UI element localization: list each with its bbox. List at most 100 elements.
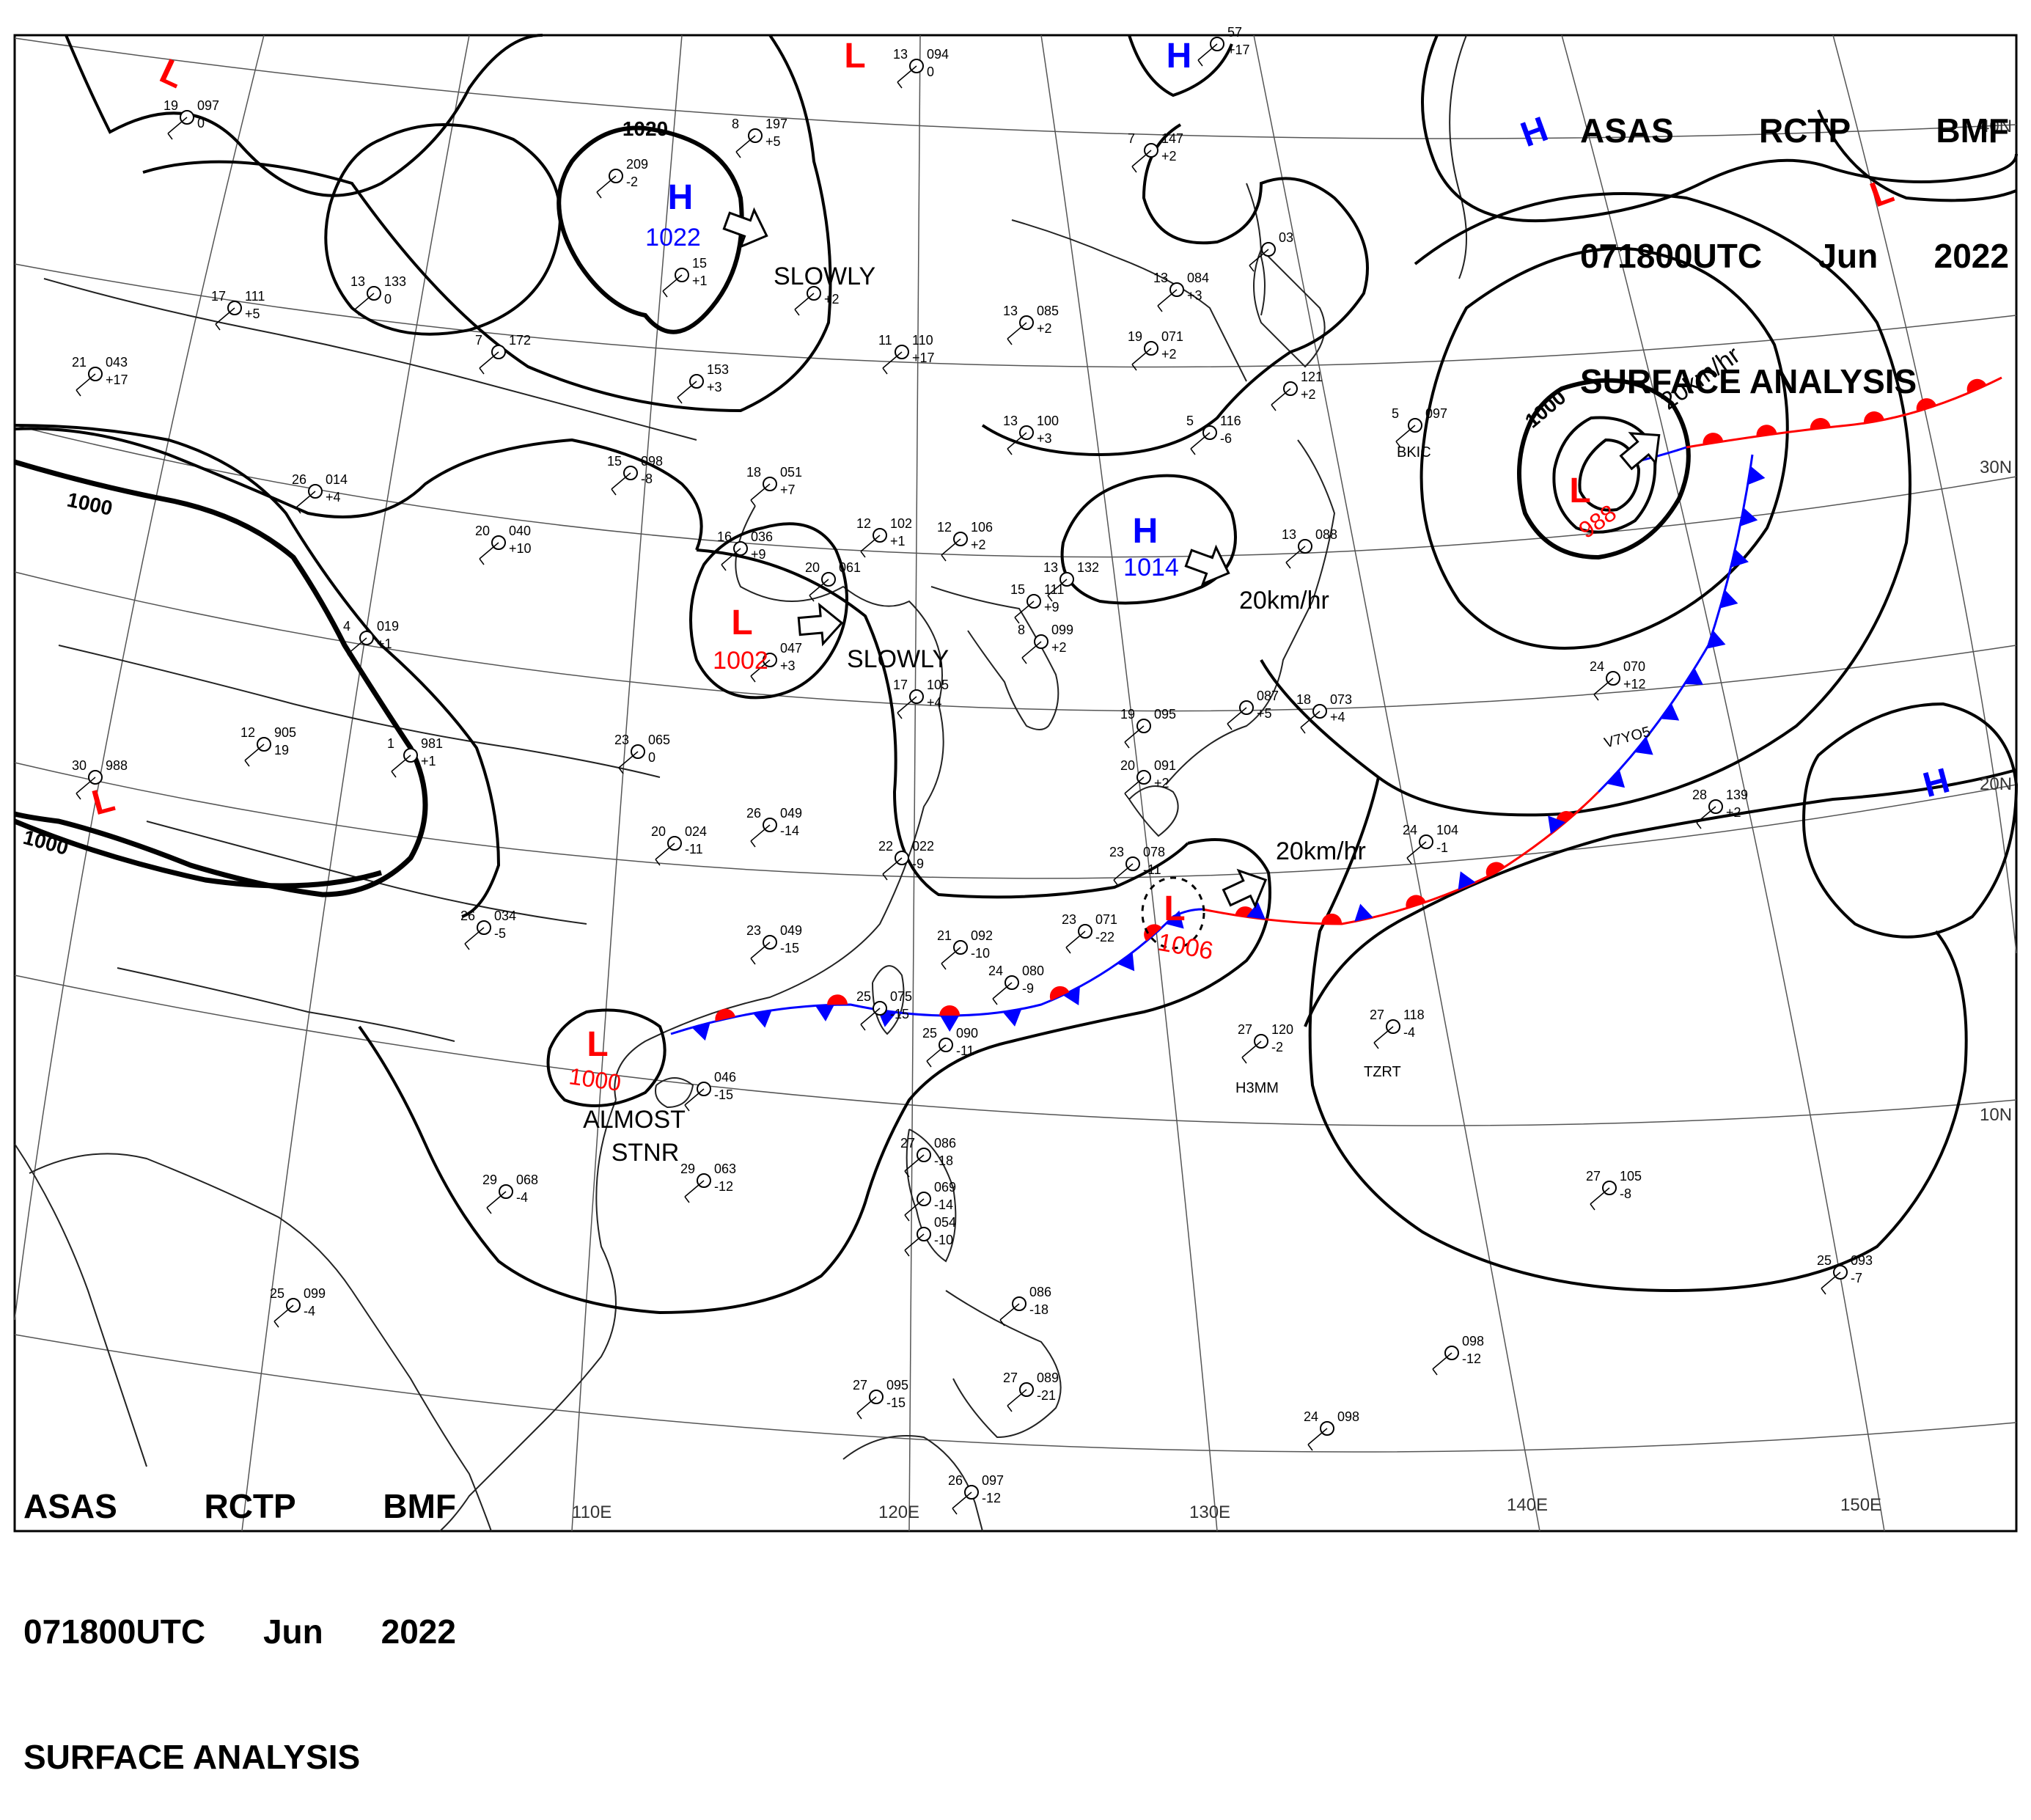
warm-front-semicircle-icon <box>1144 924 1162 942</box>
cold-front-triangle-icon <box>1002 1009 1022 1027</box>
station-temperature: 20 <box>475 524 490 538</box>
cold-front-triangle-icon <box>940 1015 960 1032</box>
header-station: RCTP <box>204 1487 296 1525</box>
station-plot: 046-15 <box>684 1070 736 1112</box>
station-pressure: 054 <box>934 1215 956 1230</box>
lon-line-90e <box>14 34 265 1321</box>
low-center-letter: L <box>731 603 752 642</box>
station-plot: 27 086 -18 <box>900 1136 956 1178</box>
station-pressure: 098 <box>641 454 663 469</box>
motion-label: 20km/hr <box>1276 837 1366 865</box>
warm-front-semicircle-icon <box>939 1005 961 1016</box>
station-temperature: 7 <box>475 333 482 348</box>
wind-barb-icon <box>1014 601 1035 624</box>
station-temperature: 19 <box>164 98 178 113</box>
station-pressure: 098 <box>1462 1334 1484 1349</box>
surface-analysis-map: 1020 1000 1000 1000 19 097 0 8 197 +5 13 094 0 57… <box>13 25 2019 1776</box>
station-tendency: -15 <box>780 941 799 955</box>
isobar-cyclone-1000 <box>1517 378 1691 560</box>
station-plot: 16 036 +9 <box>717 529 773 571</box>
station-plot: 19 097 0 <box>164 98 219 140</box>
station-plot: 21 092 -10 <box>937 928 993 970</box>
philippines-luzon <box>906 1129 957 1263</box>
station-temperature: 26 <box>948 1473 963 1488</box>
wind-barb-icon <box>655 843 675 866</box>
station-temperature: 27 <box>900 1136 915 1151</box>
sakhalin <box>1246 183 1266 316</box>
station-temperature: 8 <box>732 117 739 131</box>
station-pressure: 099 <box>1051 623 1073 637</box>
station-pressure: 104 <box>1436 823 1458 837</box>
lat-line-0 <box>14 1334 2017 1453</box>
station-tendency: 19 <box>274 743 289 757</box>
station-tendency: -8 <box>1620 1186 1631 1201</box>
station-pressure: 046 <box>714 1070 736 1085</box>
header-year: 2022 <box>1933 237 2009 275</box>
cold-front-triangle-icon <box>691 1022 710 1041</box>
himalaya-line <box>117 967 455 1042</box>
station-plot: 20 024 -11 <box>651 824 707 866</box>
cold-front-triangle-icon <box>1117 952 1135 972</box>
station-temperature: 12 <box>856 516 871 531</box>
station-temperature: 28 <box>1692 788 1707 802</box>
station-pressure: 981 <box>421 736 443 751</box>
station-temperature: 20 <box>805 560 820 575</box>
station-plot: 27 118 -4 <box>1370 1008 1425 1049</box>
station-tendency: +2 <box>824 292 840 307</box>
station-tendency: -11 <box>1143 862 1161 877</box>
wind-barb-icon <box>347 637 367 661</box>
lon-label: 140E <box>1507 1495 1548 1515</box>
station-temperature: 13 <box>893 47 908 62</box>
station-tendency: +17 <box>106 373 128 387</box>
station-tendency: 0 <box>648 750 655 765</box>
header-month: Jun <box>1818 237 1878 275</box>
lat-line-30n <box>14 425 2017 558</box>
station-temperature: 15 <box>1010 582 1025 597</box>
station-pressure: 097 <box>1425 406 1447 421</box>
wind-barb-icon <box>904 1198 925 1222</box>
station-pressure: 049 <box>780 923 802 938</box>
warm-front-semicircle-icon <box>1756 425 1777 437</box>
wind-barb-icon <box>167 117 188 140</box>
wind-barb-icon <box>1373 1026 1394 1049</box>
station-plot: 26 034 -5 <box>460 909 516 950</box>
station-temperature: 13 <box>1003 304 1018 318</box>
wind-barb-icon <box>1271 388 1291 411</box>
station-tendency: -9 <box>912 856 924 871</box>
station-plot: 30 988 <box>72 758 128 800</box>
motion-arrow-icon <box>1222 868 1268 909</box>
station-tendency: -15 <box>886 1395 906 1410</box>
hainan <box>655 1077 694 1109</box>
station-plot: 57+17 <box>1197 25 1250 67</box>
station-plot: 27 095 -15 <box>853 1378 908 1420</box>
warm-front-semicircle-icon <box>1321 913 1343 925</box>
wind-barb-icon <box>479 351 499 375</box>
lon-line-110e <box>571 34 683 1532</box>
header-station: RCTP <box>1758 111 1851 150</box>
malay-peninsula <box>351 1290 492 1532</box>
station-plot: 8 099 +2 <box>1018 623 1073 664</box>
wind-barb-icon <box>244 744 265 767</box>
station-pressure: 047 <box>780 641 802 656</box>
station-tendency: -11 <box>685 842 703 856</box>
cold-front-triangle-icon <box>1165 910 1184 929</box>
lat-label: 30N <box>1980 458 2012 477</box>
station-tendency: -9 <box>1022 981 1034 996</box>
lon-label: 110E <box>572 1502 611 1522</box>
station-plot: 086-18 <box>999 1285 1051 1327</box>
station-pressure: 105 <box>1620 1169 1642 1184</box>
station-plot: 19 071 +2 <box>1128 329 1183 371</box>
station-temperature: 25 <box>1817 1253 1832 1268</box>
header-row-1: ASAS RCTP BMF <box>23 1486 456 1527</box>
motion-arrow-icon <box>797 602 844 647</box>
cold-front-triangle-icon <box>1246 902 1266 920</box>
motion-label: 20km/hr <box>1239 587 1329 614</box>
wind-barb-icon <box>1197 43 1218 67</box>
wind-barb-icon <box>1590 1187 1610 1211</box>
wind-barb-icon <box>860 535 881 558</box>
station-plot: 24 104 -1 <box>1403 823 1458 865</box>
station-temperature: 12 <box>240 725 255 740</box>
high-center-letter: H <box>1133 512 1158 551</box>
wind-barb-icon <box>1395 425 1416 448</box>
motion-arrow-icon <box>1619 432 1661 471</box>
